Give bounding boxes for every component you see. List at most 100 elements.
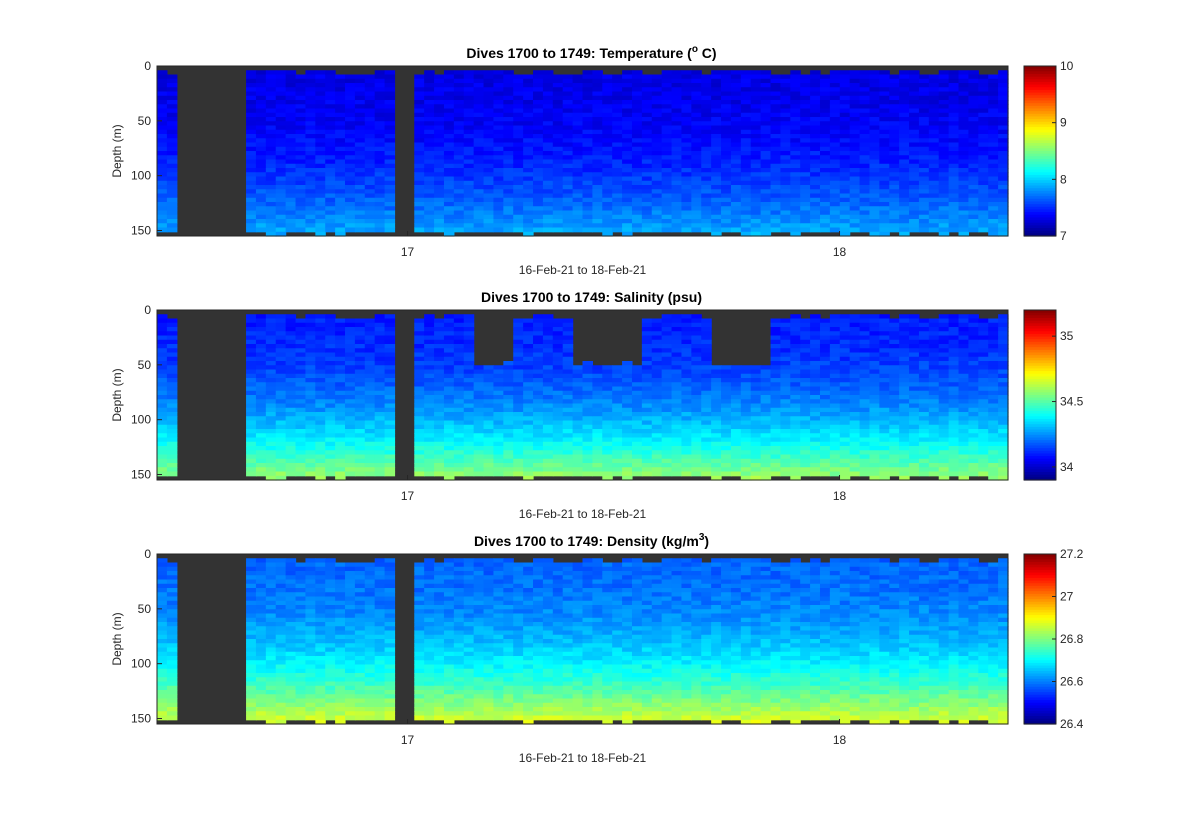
heatmap-cell [938, 95, 950, 101]
heatmap-cell [542, 356, 554, 362]
heatmap-cell [384, 104, 396, 110]
heatmap-cell [780, 121, 791, 127]
colorbar-segment [1024, 148, 1056, 152]
heatmap-cell [374, 335, 386, 341]
heatmap-cell [968, 78, 979, 84]
heatmap-cell [285, 214, 297, 220]
heatmap-cell [839, 155, 851, 161]
heatmap-cell [533, 467, 544, 473]
heatmap-cell [711, 121, 722, 127]
heatmap-cell [780, 458, 791, 464]
heatmap-cell [305, 458, 316, 464]
heatmap-cell [374, 373, 386, 379]
heatmap-cell [622, 386, 633, 392]
heatmap-cell [434, 454, 445, 460]
heatmap-cell [493, 138, 504, 144]
heatmap-cell [730, 138, 742, 144]
heatmap-cell [958, 83, 970, 88]
heatmap-cell [552, 450, 564, 456]
heatmap-cell [671, 386, 683, 392]
heatmap-cell [542, 142, 554, 148]
heatmap-cell [869, 172, 880, 178]
heatmap-cell [473, 74, 485, 80]
heatmap-cell [345, 373, 356, 379]
heatmap-cell [839, 138, 851, 144]
heatmap-cell [750, 458, 762, 464]
heatmap-cell [354, 185, 366, 190]
heatmap-cell [166, 176, 178, 182]
heatmap-cell [354, 454, 366, 460]
heatmap-cell [265, 78, 277, 84]
heatmap-cell [899, 117, 910, 122]
heatmap-cell [562, 197, 574, 203]
heatmap-cell [829, 185, 841, 190]
heatmap-cell [246, 95, 257, 101]
heatmap-cell [255, 202, 267, 207]
heatmap-cell [325, 386, 336, 392]
heatmap-cell [958, 151, 970, 156]
heatmap-cell [285, 134, 297, 139]
heatmap-cell [503, 382, 514, 388]
heatmap-cell [295, 344, 307, 349]
heatmap-cell [265, 322, 277, 328]
heatmap-cell [869, 78, 880, 84]
heatmap-cell [325, 87, 336, 93]
heatmap-cell [978, 83, 989, 88]
heatmap-cell [671, 112, 683, 118]
heatmap-cell [513, 471, 524, 477]
heatmap-cell [909, 112, 920, 118]
heatmap-cell [592, 441, 603, 447]
heatmap-cell [335, 231, 346, 237]
heatmap-cell [335, 193, 346, 199]
heatmap-cell [631, 458, 643, 464]
heatmap-cell [414, 399, 425, 405]
heatmap-cell [869, 214, 880, 220]
heatmap-cell [800, 172, 811, 178]
heatmap-cell [157, 361, 168, 366]
heatmap-cell [780, 386, 791, 392]
heatmap-cell [948, 168, 960, 173]
heatmap-cell [364, 429, 376, 434]
heatmap-cell [622, 231, 633, 237]
heatmap-cell [354, 227, 366, 233]
heatmap-cell [790, 416, 801, 422]
heatmap-cell [166, 437, 178, 443]
heatmap-cell [542, 429, 554, 434]
heatmap-cell [275, 134, 287, 139]
heatmap-cell [641, 386, 653, 392]
heatmap-cell [869, 180, 880, 186]
heatmap-cell [661, 168, 673, 173]
heatmap-cell [641, 193, 653, 199]
heatmap-cell [750, 231, 762, 237]
heatmap-cell [711, 87, 722, 93]
heatmap-cell [681, 83, 692, 88]
heatmap-cell [711, 382, 722, 388]
heatmap-cell [641, 125, 653, 131]
heatmap-cell [978, 210, 989, 216]
heatmap-cell [443, 159, 455, 165]
heatmap-cell [859, 142, 871, 148]
heatmap-cell [800, 100, 811, 105]
heatmap-cell [879, 172, 890, 178]
heatmap-cell [651, 185, 663, 190]
heatmap-cell [849, 155, 861, 161]
heatmap-cell [255, 433, 267, 439]
heatmap-cell [631, 134, 643, 139]
heatmap-cell [701, 386, 712, 392]
heatmap-cell [434, 159, 445, 165]
heatmap-cell [612, 219, 623, 224]
heatmap-cell [384, 100, 396, 105]
heatmap-cell [424, 219, 435, 224]
heatmap-cell [661, 395, 673, 400]
heatmap-cell [998, 95, 1009, 101]
heatmap-cell [829, 70, 841, 76]
heatmap-cell [315, 185, 326, 190]
heatmap-cell [691, 151, 702, 156]
heatmap-cell [463, 185, 475, 190]
heatmap-cell [364, 390, 376, 396]
heatmap-cell [166, 129, 178, 135]
heatmap-cell [622, 168, 633, 173]
heatmap-cell [671, 335, 683, 341]
heatmap-cell [612, 214, 623, 220]
